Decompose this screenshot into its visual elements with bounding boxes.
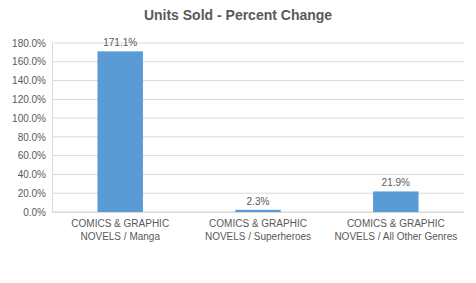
x-tick-label-line: COMICS & GRAPHIC xyxy=(209,218,307,229)
data-labels: 171.1% 2.3% 21.9% xyxy=(103,37,410,206)
bar xyxy=(373,191,418,212)
x-tick-label-line: NOVELS / Manga xyxy=(80,231,160,242)
bars xyxy=(97,51,418,212)
y-tick-label: 80.0% xyxy=(18,132,46,143)
x-tick-label: COMICS & GRAPHIC NOVELS / All Other Genre… xyxy=(334,218,457,242)
grid xyxy=(52,43,464,212)
data-label: 21.9% xyxy=(382,177,410,188)
y-tick: 100.0% xyxy=(12,113,52,124)
x-tick-label-line: COMICS & GRAPHIC xyxy=(71,218,169,229)
y-tick: 0.0% xyxy=(23,207,52,218)
x-tick: COMICS & GRAPHIC NOVELS / Superheroes xyxy=(205,212,311,242)
bar xyxy=(235,210,280,212)
x-tick-label-line: NOVELS / Superheroes xyxy=(205,231,311,242)
data-label: 171.1% xyxy=(103,37,137,48)
chart-title: Units Sold - Percent Change xyxy=(144,7,332,23)
y-tick-label: 100.0% xyxy=(12,113,46,124)
x-tick-label-line: NOVELS / All Other Genres xyxy=(334,231,457,242)
chart: Units Sold - Percent Change 0.0% 20.0% 40.0… xyxy=(0,0,476,283)
x-tick: COMICS & GRAPHIC NOVELS / Manga xyxy=(71,212,169,242)
y-tick-label: 140.0% xyxy=(12,75,46,86)
y-tick-label: 120.0% xyxy=(12,94,46,105)
y-tick: 120.0% xyxy=(12,94,52,105)
y-tick: 20.0% xyxy=(18,188,52,199)
y-tick: 40.0% xyxy=(18,169,52,180)
y-tick: 140.0% xyxy=(12,75,52,86)
y-tick-label: 160.0% xyxy=(12,56,46,67)
y-tick-label: 40.0% xyxy=(18,169,46,180)
bar xyxy=(97,51,142,212)
y-tick-label: 0.0% xyxy=(23,207,46,218)
y-axis: 0.0% 20.0% 40.0% 60.0% 80.0% 100.0% 120.0% 140.… xyxy=(12,38,52,218)
data-label: 2.3% xyxy=(247,196,270,207)
y-tick: 160.0% xyxy=(12,56,52,67)
plot-area: 0.0% 20.0% 40.0% 60.0% 80.0% 100.0% 120.0% 140.… xyxy=(12,37,464,241)
y-tick-label: 20.0% xyxy=(18,188,46,199)
x-tick-label: COMICS & GRAPHIC NOVELS / Manga xyxy=(71,218,169,242)
y-tick-label: 180.0% xyxy=(12,38,46,49)
y-axis-line xyxy=(52,44,53,213)
x-axis-line xyxy=(53,212,465,213)
y-tick: 60.0% xyxy=(18,150,52,161)
x-axis: COMICS & GRAPHICNOVELS / MangaCOMICS & G… xyxy=(53,212,465,242)
y-tick-label: 60.0% xyxy=(18,150,46,161)
x-tick-label: COMICS & GRAPHIC NOVELS / Superheroes xyxy=(205,218,311,242)
y-tick: 80.0% xyxy=(18,132,52,143)
y-tick: 180.0% xyxy=(12,38,52,49)
x-tick: COMICS & GRAPHIC NOVELS / All Other Genre… xyxy=(334,212,457,242)
x-tick-label-line: COMICS & GRAPHIC xyxy=(347,218,445,229)
